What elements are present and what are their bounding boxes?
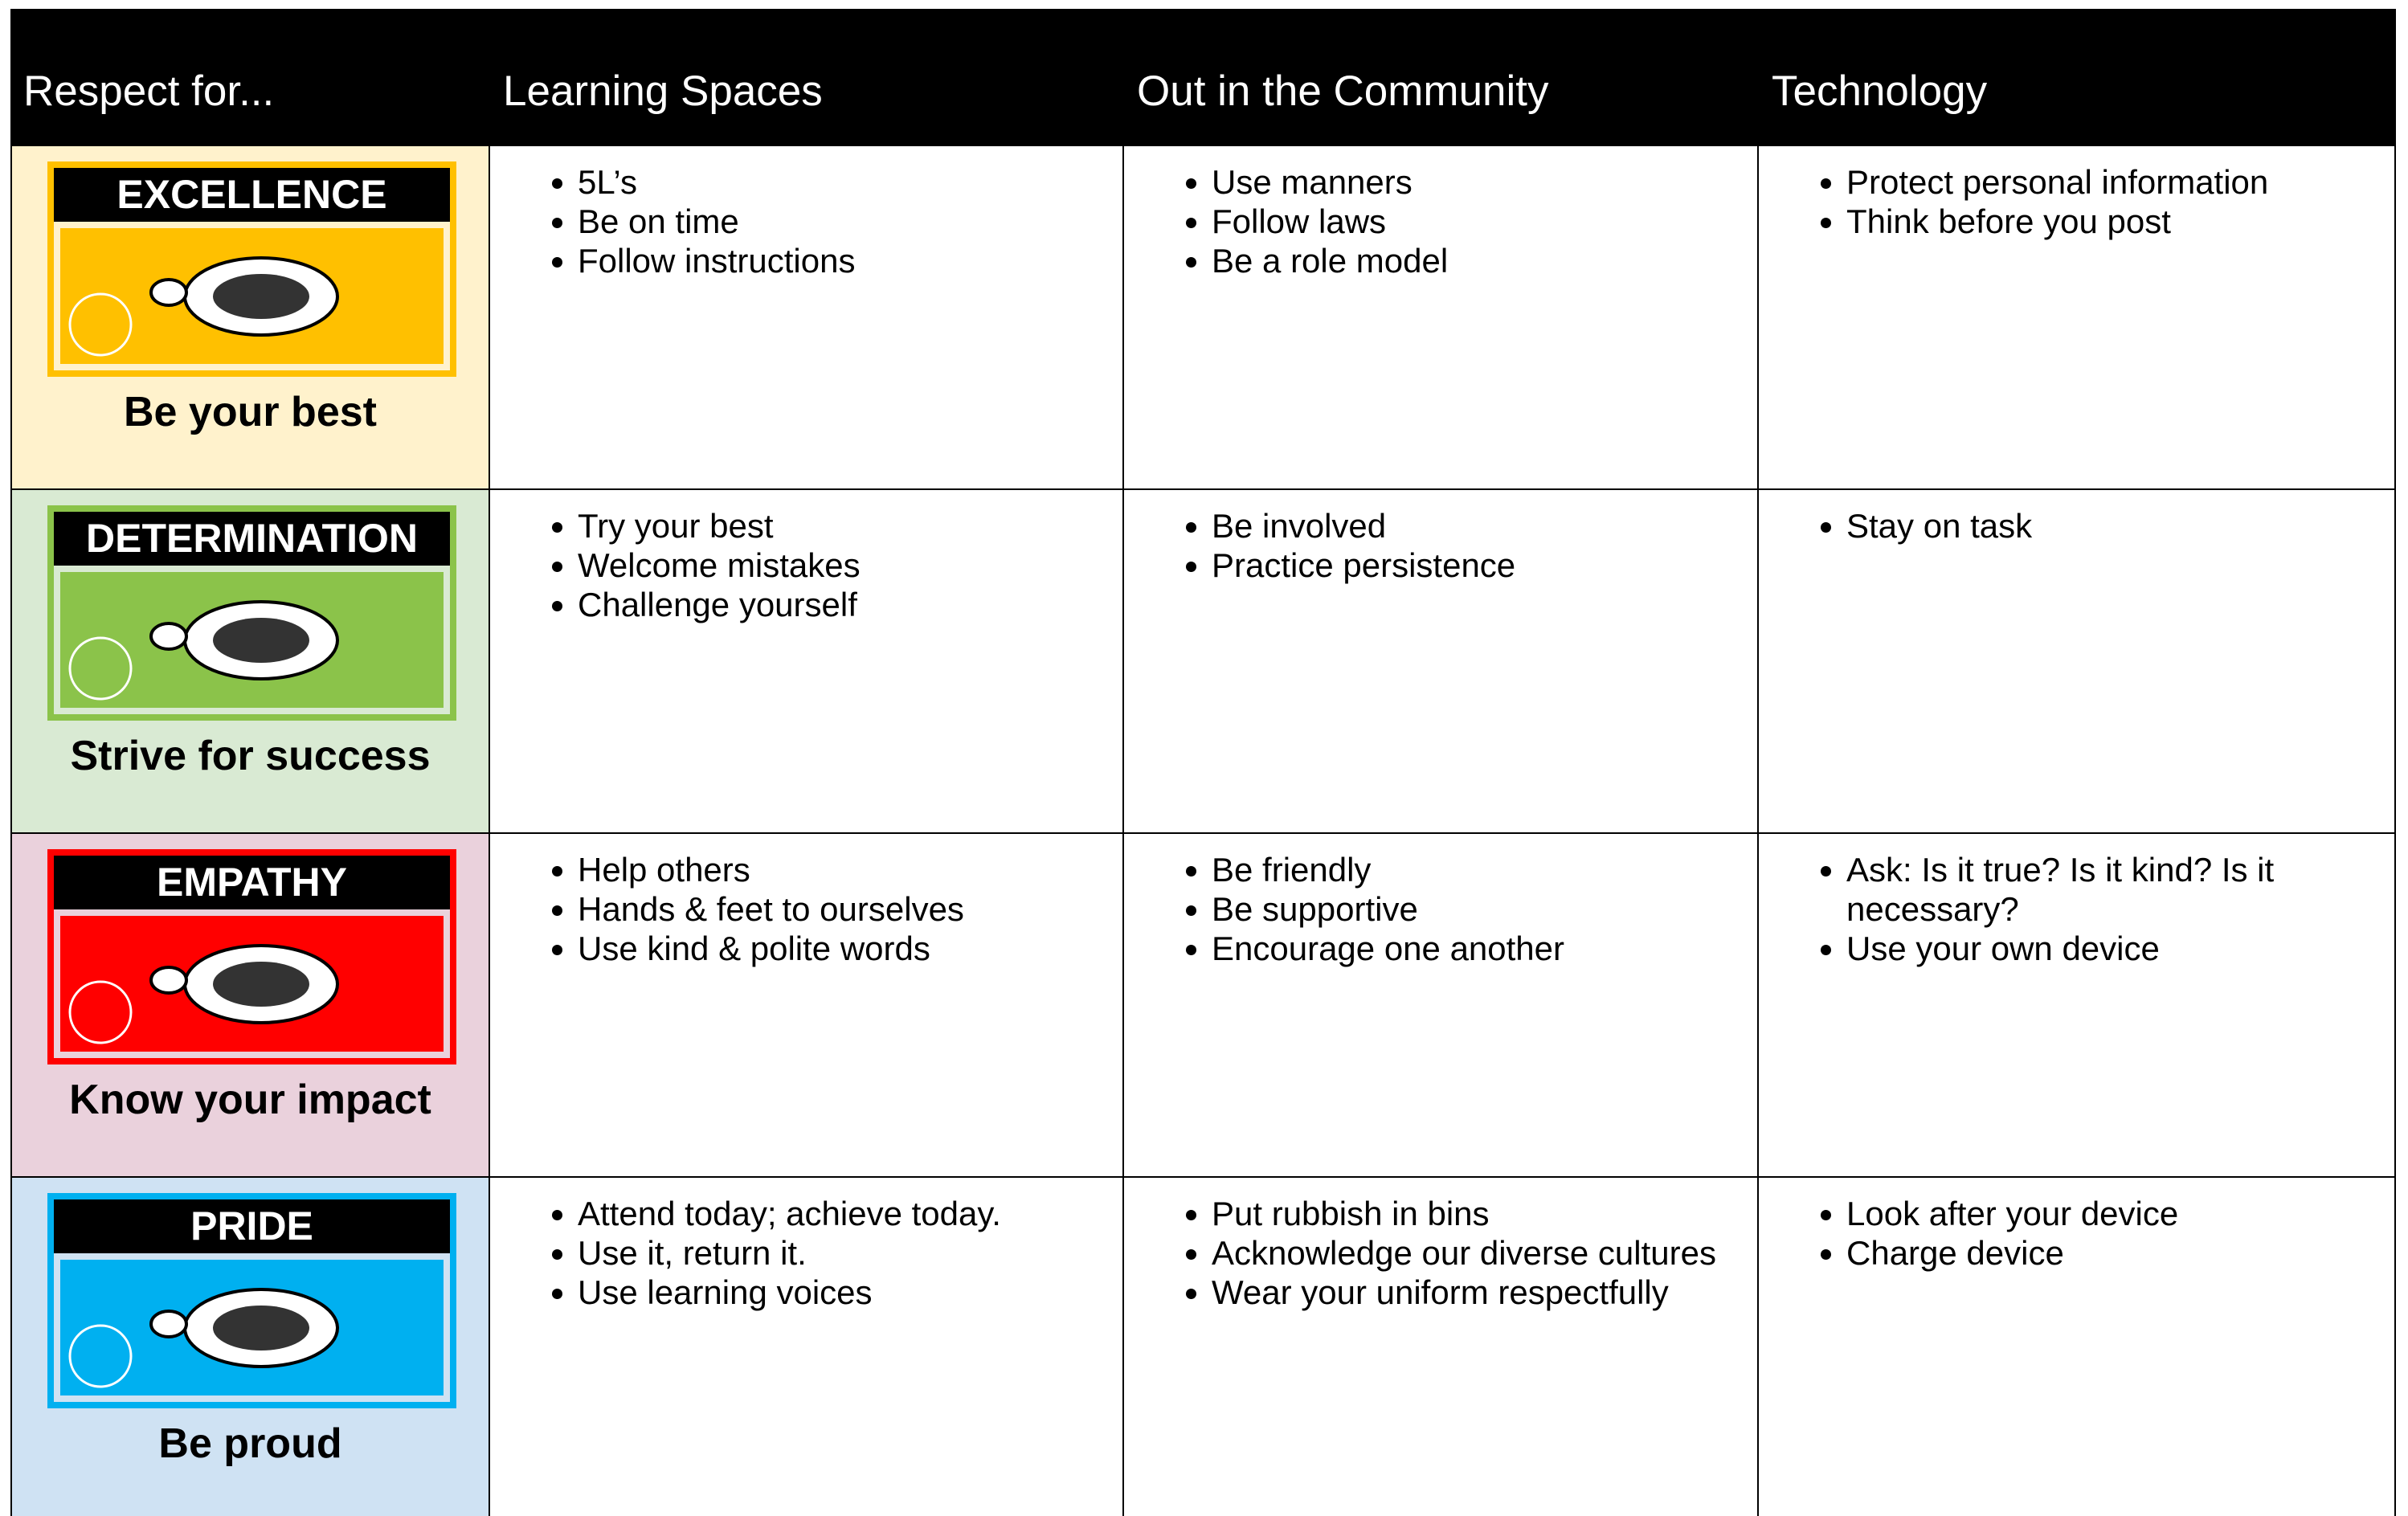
bullet-item: Practice persistence xyxy=(1212,546,1725,585)
bullet-list: Try your bestWelcome mistakesChallenge y… xyxy=(490,490,1122,624)
tagline: Strive for success xyxy=(70,733,431,779)
bullet-list: Attend today; achieve today.Use it, retu… xyxy=(490,1178,1122,1312)
badge: DETERMINATION xyxy=(47,505,456,721)
bullet-item: Follow laws xyxy=(1212,202,1725,241)
bullet-list: Look after your deviceCharge device xyxy=(1759,1178,2394,1273)
content-cell: Be friendlyBe supportiveEncourage one an… xyxy=(1124,834,1759,1178)
content-cell: Ask: Is it true? Is it kind? Is it neces… xyxy=(1759,834,2396,1178)
header-cell: Respect for... xyxy=(10,9,490,146)
bullet-item: 5L’s xyxy=(578,162,1090,202)
bullet-item: Hands & feet to ourselves xyxy=(578,889,1090,929)
content-cell: Put rubbish in binsAcknowledge our diver… xyxy=(1124,1178,1759,1516)
header-cell: Technology xyxy=(1759,9,2396,146)
content-cell: Help othersHands & feet to ourselvesUse … xyxy=(490,834,1124,1178)
badge-title: PRIDE xyxy=(54,1199,450,1253)
bullet-list: Protect personal informationThink before… xyxy=(1759,146,2394,241)
content-cell: Look after your deviceCharge device xyxy=(1759,1178,2396,1516)
bullet-item: Follow instructions xyxy=(578,241,1090,280)
badge-art xyxy=(68,256,339,357)
bullet-list: Use mannersFollow lawsBe a role model xyxy=(1124,146,1757,280)
bullet-list: Be involvedPractice persistence xyxy=(1124,490,1757,585)
badge-title: EMPATHY xyxy=(54,856,450,909)
bullet-item: Attend today; achieve today. xyxy=(578,1194,1090,1233)
tagline: Know your impact xyxy=(69,1077,431,1123)
bullet-item: Welcome mistakes xyxy=(578,546,1090,585)
badge-image xyxy=(60,572,444,708)
content-cell: Use mannersFollow lawsBe a role model xyxy=(1124,146,1759,490)
bullet-list: Ask: Is it true? Is it kind? Is it neces… xyxy=(1759,834,2394,968)
bullet-item: Protect personal information xyxy=(1846,162,2362,202)
badge-title: DETERMINATION xyxy=(54,512,450,566)
badge-art xyxy=(68,944,339,1044)
content-cell: Try your bestWelcome mistakesChallenge y… xyxy=(490,490,1124,834)
bullet-list: Put rubbish in binsAcknowledge our diver… xyxy=(1124,1178,1757,1312)
bullet-item: Be supportive xyxy=(1212,889,1725,929)
bullet-item: Be friendly xyxy=(1212,850,1725,889)
content-cell: 5L’sBe on timeFollow instructions xyxy=(490,146,1124,490)
value-cell: EXCELLENCE Be your best xyxy=(10,146,490,490)
value-cell: DETERMINATION Strive for success xyxy=(10,490,490,834)
badge-title: EXCELLENCE xyxy=(54,168,450,222)
bullet-item: Use kind & polite words xyxy=(578,929,1090,968)
bullet-item: Encourage one another xyxy=(1212,929,1725,968)
bullet-item: Use learning voices xyxy=(578,1273,1090,1312)
bullet-list: Help othersHands & feet to ourselvesUse … xyxy=(490,834,1122,968)
badge-image xyxy=(60,1260,444,1395)
bullet-item: Be on time xyxy=(578,202,1090,241)
bullet-item: Think before you post xyxy=(1846,202,2362,241)
bullet-item: Use your own device xyxy=(1846,929,2362,968)
bullet-item: Put rubbish in bins xyxy=(1212,1194,1725,1233)
bullet-item: Be a role model xyxy=(1212,241,1725,280)
bullet-item: Wear your uniform respectfully xyxy=(1212,1273,1725,1312)
bullet-item: Challenge yourself xyxy=(578,585,1090,624)
bullet-item: Stay on task xyxy=(1846,506,2362,546)
badge: EXCELLENCE xyxy=(47,161,456,377)
tagline: Be proud xyxy=(158,1420,342,1467)
content-cell: Stay on task xyxy=(1759,490,2396,834)
header-cell: Out in the Community xyxy=(1124,9,1759,146)
content-cell: Attend today; achieve today.Use it, retu… xyxy=(490,1178,1124,1516)
bullet-list: Be friendlyBe supportiveEncourage one an… xyxy=(1124,834,1757,968)
bullet-item: Use manners xyxy=(1212,162,1725,202)
badge-image xyxy=(60,228,444,364)
bullet-list: 5L’sBe on timeFollow instructions xyxy=(490,146,1122,280)
bullet-item: Charge device xyxy=(1846,1233,2362,1273)
bullet-item: Use it, return it. xyxy=(578,1233,1090,1273)
header-cell: Learning Spaces xyxy=(490,9,1124,146)
content-cell: Protect personal informationThink before… xyxy=(1759,146,2396,490)
tagline: Be your best xyxy=(124,389,377,435)
bullet-item: Be involved xyxy=(1212,506,1725,546)
badge: EMPATHY xyxy=(47,849,456,1064)
badge-art xyxy=(68,1288,339,1388)
bullet-item: Ask: Is it true? Is it kind? Is it neces… xyxy=(1846,850,2362,929)
content-cell: Be involvedPractice persistence xyxy=(1124,490,1759,834)
value-cell: PRIDE Be proud xyxy=(10,1178,490,1516)
value-cell: EMPATHY Know your impact xyxy=(10,834,490,1178)
bullet-item: Acknowledge our diverse cultures xyxy=(1212,1233,1725,1273)
bullet-item: Look after your device xyxy=(1846,1194,2362,1233)
bullet-item: Try your best xyxy=(578,506,1090,546)
bullet-list: Stay on task xyxy=(1759,490,2394,546)
bullet-item: Help others xyxy=(578,850,1090,889)
badge-art xyxy=(68,600,339,701)
badge-image xyxy=(60,916,444,1052)
badge: PRIDE xyxy=(47,1193,456,1408)
